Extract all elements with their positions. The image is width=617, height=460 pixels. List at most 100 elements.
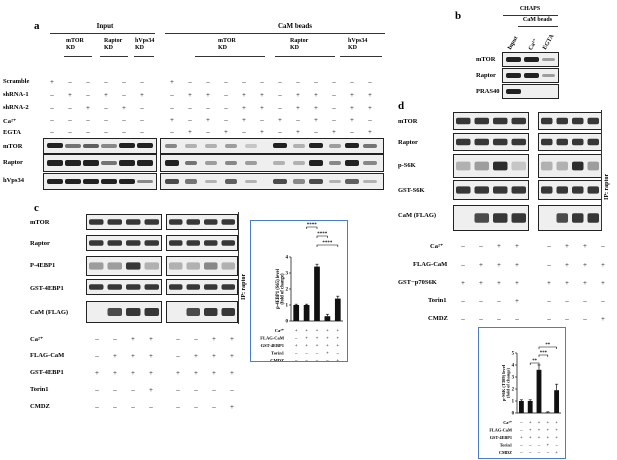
panel-a-sign: – <box>296 116 300 124</box>
panel-a-sign: + <box>350 104 354 112</box>
panel-a-label: a <box>34 20 40 32</box>
significance-bracket <box>306 226 318 229</box>
chart-d-box: 0 1 2 3 4 5 p-S6K (T389) level (fold of change)… <box>478 327 566 459</box>
y-axis-label: p-S6K (T389) level <box>501 364 506 401</box>
blot-d-left-1 <box>453 133 529 151</box>
panel-a-sign: – <box>206 78 210 86</box>
panel-d-sign: – <box>461 261 465 269</box>
panel-a-sign: – <box>350 78 354 86</box>
panel-c-sign: + <box>194 369 198 377</box>
chart-row-sign: – <box>519 451 523 456</box>
chart-row-label: Ca²⁺ <box>275 328 285 333</box>
panel-a-sign: – <box>332 78 336 86</box>
kd-label-hvps34-input: hVps34 KD <box>135 38 155 51</box>
panel-a-sign: + <box>332 128 336 136</box>
panel-d-sign: + <box>497 261 501 269</box>
blot-d-left-2 <box>453 154 529 178</box>
chart-row-sign: + <box>555 421 558 426</box>
panel-d-sign: – <box>461 315 465 323</box>
panel-d-sign: + <box>601 315 605 323</box>
panel-a-sign: – <box>278 78 282 86</box>
lane-input-b: Input <box>507 35 520 51</box>
panel-d-sign: – <box>461 297 465 305</box>
panel-a-sign: + <box>314 104 318 112</box>
blot-label-cam-c: CaM (FLAG) <box>30 309 69 316</box>
panel-a-sign: + <box>104 91 108 99</box>
input-bracket <box>50 33 155 34</box>
blot-d-right-2 <box>538 154 602 178</box>
panel-b-label: b <box>455 10 462 22</box>
panel-d-sign: + <box>601 261 605 269</box>
panel-c-sign: + <box>131 352 135 360</box>
panel-a-sign: + <box>296 104 300 112</box>
panel-a-sign: – <box>50 104 54 112</box>
chart-row-sign: + <box>546 421 549 426</box>
row-d-flagcam: FLAG-CaM <box>413 261 448 268</box>
blot-c-right-3 <box>166 279 238 295</box>
significance-label: ** <box>545 343 550 348</box>
panel-a-sign: + <box>242 104 246 112</box>
panel-c-sign: – <box>176 335 180 343</box>
chart-row-sign: – <box>325 359 329 361</box>
chart-row-label: CMDZ <box>270 358 284 361</box>
blot-c-right-1 <box>166 235 238 251</box>
panel-a-sign: – <box>122 116 126 124</box>
cam-beads-b: CaM beads <box>522 17 553 23</box>
chart-row-sign: + <box>305 329 308 334</box>
panel-a-sign: + <box>260 128 264 136</box>
bar <box>334 298 341 321</box>
chart-row-sign: + <box>529 421 532 426</box>
panel-c-sign: – <box>131 386 135 394</box>
row-c-torin1: Torin1 <box>30 386 49 393</box>
row-c-flagcam: FLAG-CaM <box>30 352 65 359</box>
panel-a-sign: – <box>68 128 72 136</box>
panel-c-label: c <box>34 202 39 214</box>
panel-c-sign: – <box>194 335 198 343</box>
chart-row-sign: + <box>520 436 523 441</box>
blot-a-cam-hvps34 <box>160 173 384 190</box>
panel-c-sign: – <box>212 386 216 394</box>
significance-bracket <box>316 244 339 247</box>
blot-label-cam-d: CaM (FLAG) <box>398 212 437 219</box>
panel-d-sign: – <box>479 242 483 250</box>
significance-bracket <box>538 354 549 357</box>
panel-a-sign: – <box>242 128 246 136</box>
panel-c-sign: – <box>230 386 234 394</box>
panel-d-sign: – <box>547 297 551 305</box>
panel-a-sign: – <box>368 116 372 124</box>
ip-label-d: IP: raptor <box>604 173 610 200</box>
panel-d-sign: – <box>547 315 551 323</box>
panel-a-sign: – <box>278 104 282 112</box>
significance-label: ** <box>532 359 537 364</box>
panel-a-sign: – <box>86 128 90 136</box>
significance-label: **** <box>322 241 333 246</box>
chart-row-sign: + <box>316 337 319 342</box>
panel-a-sign: – <box>68 104 72 112</box>
blot-b-pras40 <box>502 84 559 99</box>
blot-c-left-4 <box>86 301 162 323</box>
y-tick-label: 1 <box>512 400 515 405</box>
blot-d-right-0 <box>538 112 602 130</box>
y-axis-label: p-4EBP1 (S65) level <box>276 268 281 309</box>
y-tick-label: 3 <box>286 272 289 277</box>
chart-row-sign: – <box>304 359 308 361</box>
panel-c-sign: + <box>212 335 216 343</box>
panel-a-sign: – <box>260 116 264 124</box>
panel-c-sign: + <box>113 369 117 377</box>
blot-c-left-3 <box>86 279 162 295</box>
blot-label-gsts6k-d: GST-S6K <box>398 187 425 194</box>
significance-bracket <box>316 235 328 238</box>
panel-a-sign: – <box>68 78 72 86</box>
panel-a-sign: + <box>206 116 210 124</box>
panel-d-sign: + <box>565 261 569 269</box>
panel-c-sign: + <box>230 352 234 360</box>
chart-row-sign: + <box>538 436 541 441</box>
panel-c-sign: + <box>212 369 216 377</box>
blot-label-mtor-c: mTOR <box>30 219 50 226</box>
panel-a-sign: + <box>350 116 354 124</box>
chart-row-sign: – <box>315 359 319 361</box>
panel-a-sign: – <box>206 104 210 112</box>
panel-a-sign: – <box>140 116 144 124</box>
panel-a-sign: – <box>332 104 336 112</box>
panel-c-sign: – <box>95 403 99 411</box>
